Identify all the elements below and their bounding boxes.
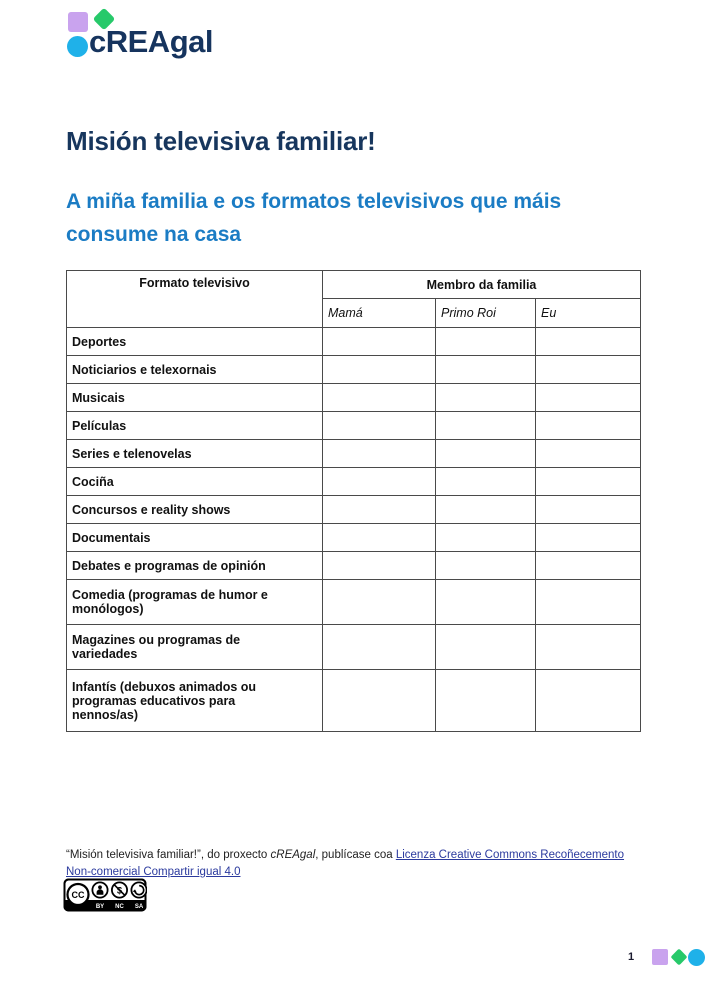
- answer-cell-eu[interactable]: [535, 439, 641, 468]
- table-header-row-1: Formato televisivo Membro da familia: [66, 270, 641, 328]
- answer-cell-mama[interactable]: [322, 327, 436, 356]
- answer-cell-eu[interactable]: [535, 624, 641, 670]
- creagal-logo: cREAgal: [0, 0, 260, 70]
- cc-by-label: BY: [96, 904, 104, 910]
- lavender-square-icon: [68, 12, 88, 32]
- answer-cell-eu[interactable]: [535, 669, 641, 732]
- table-row: Magazines ou programas de variedades: [66, 624, 641, 670]
- answer-cell-eu[interactable]: [535, 523, 641, 552]
- answer-cell-primo-roi[interactable]: [435, 439, 536, 468]
- answer-cell-eu[interactable]: [535, 467, 641, 496]
- format-label-cell: Noticiarios e telexornais: [66, 355, 323, 384]
- answer-cell-primo-roi[interactable]: [435, 355, 536, 384]
- table-row: Documentais: [66, 523, 641, 552]
- format-table-body: Deportes Noticiarios e telexornais Music…: [66, 327, 641, 732]
- answer-cell-primo-roi[interactable]: [435, 467, 536, 496]
- answer-cell-eu[interactable]: [535, 551, 641, 580]
- member-header-primo-roi: Primo Roi: [435, 298, 536, 328]
- answer-cell-primo-roi[interactable]: [435, 669, 536, 732]
- answer-cell-mama[interactable]: [322, 495, 436, 524]
- answer-cell-eu[interactable]: [535, 579, 641, 625]
- tv-format-table: Formato televisivo Membro da familia Mam…: [66, 270, 641, 732]
- format-label-cell: Series e telenovelas: [66, 439, 323, 468]
- table-row: Debates e programas de opinión: [66, 551, 641, 580]
- logo-wordmark: cREAgal: [89, 24, 213, 59]
- cyan-circle-icon: [67, 36, 88, 57]
- format-label-cell: Musicais: [66, 383, 323, 412]
- answer-cell-mama[interactable]: [322, 467, 436, 496]
- answer-cell-mama[interactable]: [322, 579, 436, 625]
- answer-cell-primo-roi[interactable]: [435, 551, 536, 580]
- page-number: 1: [628, 951, 635, 963]
- format-column-header: Formato televisivo: [66, 270, 323, 328]
- table-row: Concursos e reality shows: [66, 495, 641, 524]
- format-label-cell: Documentais: [66, 523, 323, 552]
- answer-cell-primo-roi[interactable]: [435, 523, 536, 552]
- answer-cell-primo-roi[interactable]: [435, 495, 536, 524]
- table-row: Comedia (programas de humor e monólogos): [66, 579, 641, 625]
- answer-cell-mama[interactable]: [322, 523, 436, 552]
- cc-by-nc-sa-badge-icon: CC $ BY NC SA: [63, 878, 147, 912]
- format-label-cell: Concursos e reality shows: [66, 495, 323, 524]
- answer-cell-eu[interactable]: [535, 411, 641, 440]
- answer-cell-primo-roi[interactable]: [435, 624, 536, 670]
- format-label-cell: Cociña: [66, 467, 323, 496]
- answer-cell-primo-roi[interactable]: [435, 327, 536, 356]
- format-label-cell: Infantís (debuxos animados ou programas …: [66, 669, 323, 732]
- cyan-circle-icon: [688, 949, 705, 966]
- table-row: Series e telenovelas: [66, 439, 641, 468]
- answer-cell-mama[interactable]: [322, 624, 436, 670]
- green-diamond-icon: [670, 948, 688, 966]
- cc-nc-dollar-icon: $: [111, 881, 129, 899]
- answer-cell-eu[interactable]: [535, 383, 641, 412]
- table-row: Musicais: [66, 383, 641, 412]
- format-label-cell: Comedia (programas de humor e monólogos): [66, 579, 323, 625]
- format-label-cell: Películas: [66, 411, 323, 440]
- table-row: Deportes: [66, 327, 641, 356]
- answer-cell-mama[interactable]: [322, 383, 436, 412]
- answer-cell-eu[interactable]: [535, 355, 641, 384]
- cc-sa-label: SA: [135, 904, 144, 910]
- attribution-middle: , publícase coa: [315, 848, 396, 861]
- member-header-eu: Eu: [535, 298, 641, 328]
- member-header-mama: Mamá: [322, 298, 436, 328]
- page-subtitle: A miña familia e os formatos televisivos…: [66, 190, 562, 247]
- attribution-prefix: “Misión televisiva familiar!”, do proxec…: [66, 848, 271, 861]
- answer-cell-mama[interactable]: [322, 355, 436, 384]
- cc-nc-label: NC: [115, 904, 124, 910]
- table-row: Películas: [66, 411, 641, 440]
- answer-cell-primo-roi[interactable]: [435, 579, 536, 625]
- attribution-project-name: cREAgal: [270, 848, 316, 861]
- answer-cell-eu[interactable]: [535, 495, 641, 524]
- table-row: Noticiarios e telexornais: [66, 355, 641, 384]
- answer-cell-primo-roi[interactable]: [435, 383, 536, 412]
- attribution-text: “Misión televisiva familiar!”, do proxec…: [66, 847, 646, 882]
- table-row: Infantís (debuxos animados ou programas …: [66, 669, 641, 732]
- answer-cell-mama[interactable]: [322, 439, 436, 468]
- lavender-square-icon: [652, 949, 668, 965]
- answer-cell-primo-roi[interactable]: [435, 411, 536, 440]
- answer-cell-mama[interactable]: [322, 669, 436, 732]
- table-row: Cociña: [66, 467, 641, 496]
- table-header-row-2: Mamá Primo Roi Eu: [67, 298, 641, 328]
- cc-sa-arrow-icon: [130, 881, 147, 899]
- format-label-cell: Debates e programas de opinión: [66, 551, 323, 580]
- cc-logo-text: CC: [72, 890, 85, 900]
- format-label-cell: Deportes: [66, 327, 323, 356]
- family-group-header: Membro da familia: [322, 270, 641, 299]
- answer-cell-mama[interactable]: [322, 551, 436, 580]
- answer-cell-mama[interactable]: [322, 411, 436, 440]
- creative-commons-license-link[interactable]: Licenza Creative Commons Recoñecemento N…: [66, 848, 625, 879]
- format-label-cell: Magazines ou programas de variedades: [66, 624, 323, 670]
- page-title: Misión televisiva familiar!: [66, 126, 376, 157]
- answer-cell-eu[interactable]: [535, 327, 641, 356]
- cc-by-person-icon: [91, 881, 109, 899]
